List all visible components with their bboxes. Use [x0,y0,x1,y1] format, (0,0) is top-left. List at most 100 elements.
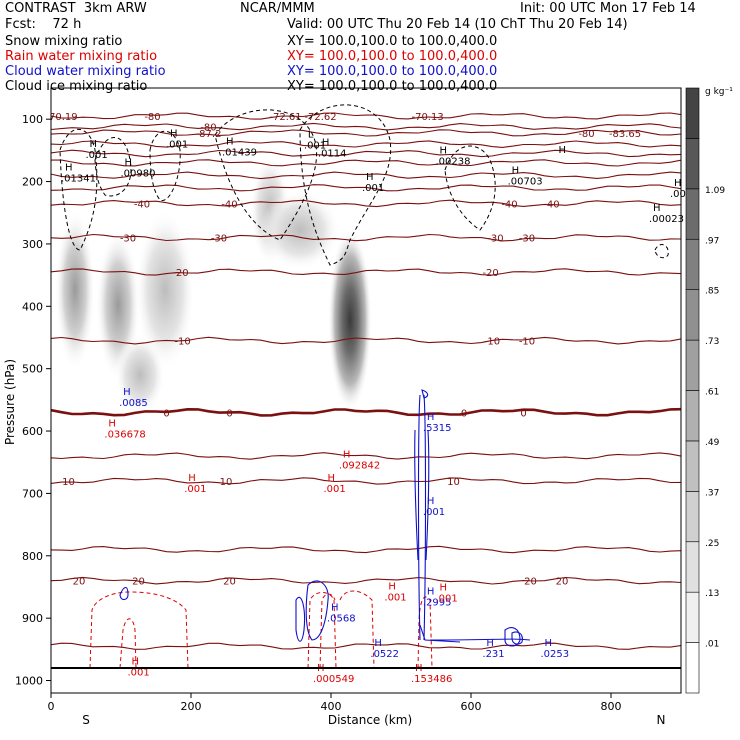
isotherm-line [51,545,681,554]
legend-snow-label: Snow mixing ratio [5,34,123,49]
colorbar-label: 1.09 [705,186,725,196]
extremum-value: .001 [304,141,326,152]
extremum-marker: H [132,657,140,668]
rain-contour [339,590,375,669]
isotherm-line [51,122,681,131]
isotherm-label: -40 [543,199,559,210]
legend-cloud-ice-label: Cloud ice mixing ratio [5,79,148,94]
legend-cloud-ice-xy: XY= 100.0,100.0 to 100.0,400.0 [287,79,498,94]
extremum-marker: H [108,418,116,429]
header-valid: Valid: 00 UTC Thu 20 Feb 14 (10 ChT Thu … [287,17,628,32]
colorbar-label: .01 [705,640,719,650]
isotherm-line [51,140,681,148]
cloud-ice-contour [654,244,669,259]
isotherm-label: -87.2 [196,129,222,140]
extremum-value: .0522 [370,649,399,660]
isotherm-label: 0 [163,408,169,419]
isotherm-line [51,112,681,120]
isotherm-line [51,477,681,485]
extremum-value: .00023 [649,214,684,225]
isotherm-line [51,184,681,192]
extremum-value: .00238 [436,157,471,168]
extremum-marker: H [559,145,567,156]
extremum-marker: H [653,203,661,214]
isotherm-line [51,159,681,167]
isotherm-line [51,452,681,460]
isotherm-line [51,407,681,417]
extremum-marker: H [427,587,435,598]
isotherm-label: -30 [211,234,227,245]
y-tick-label: 800 [22,550,43,563]
colorbar-label: .61 [705,388,719,398]
extremum-value: .001 [362,183,384,194]
extremum-value: .001 [436,593,458,604]
isotherm-label: -30 [120,234,136,245]
extremum-marker: H [65,163,73,174]
cloud-water-contour [305,580,329,641]
header-init: Init: 00 UTC Mon 17 Feb 14 [520,1,696,16]
isotherm-line [51,199,681,208]
extremum-marker: L [308,130,314,141]
extremum-value: .0085 [119,398,148,409]
extremum-value: .001 [128,668,150,679]
extremum-marker: H [440,582,448,593]
isotherm-label: -40 [134,199,150,210]
extremum-marker: H [440,146,448,157]
extremum-marker: H [328,473,336,484]
cloud-ice-contour [94,137,132,197]
cloud-water-contour [417,389,429,641]
x-axis-label: Distance (km) [328,713,412,727]
extremum-marker: H [90,139,98,150]
extremum-value: .001 [324,484,346,495]
isotherm-label: -10 [174,337,190,348]
extremum-marker: H [512,166,520,177]
extremum-value: .153486 [411,674,452,685]
extremum-value: .036678 [104,429,145,440]
colorbar-swatch [685,642,700,694]
extremum-marker: H [188,473,196,484]
cloud-water-contour [295,597,306,642]
x-end-label-north: N [657,713,666,727]
cloud-water-contour [504,627,521,647]
extremum-marker: H [545,638,553,649]
extremum-value: .092842 [339,460,380,471]
cloud-water-contour [511,631,523,645]
isotherm-label: -10 [519,337,535,348]
isotherm-line [51,642,681,650]
colorbar-swatch [685,440,700,492]
cloud-water-contour [419,624,531,643]
isotherm-line [51,149,681,158]
x-tick-label: 200 [181,700,202,713]
cloud-ice-contour [299,104,392,266]
isotherm-label: 20 [223,577,236,588]
y-tick-label: 600 [22,425,43,438]
isotherm-label: -10 [484,337,500,348]
isotherm-label: 20 [556,577,569,588]
extremum-value: .01439 [222,147,257,158]
isotherm-label: -70.13 [411,112,443,123]
x-tick-label: 400 [321,700,342,713]
y-tick-label: 700 [22,487,43,500]
legend-snow-xy: XY= 100.0,100.0 to 100.0,400.0 [287,34,498,49]
y-axis-label: Pressure (hPa) [3,359,17,445]
isotherm-label: 20 [73,577,86,588]
isotherm-label: -83.65 [609,129,641,140]
legend-cloud-water-xy: XY= 100.0,100.0 to 100.0,400.0 [287,64,498,79]
extremum-value: .00980 [121,169,156,180]
isotherm-label: -30 [487,234,503,245]
isotherm-label: 0 [461,408,467,419]
isotherm-line [51,171,681,180]
isotherm-line [51,336,681,345]
x-tick-label: 0 [48,700,55,713]
colorbar-label: .13 [705,589,719,599]
isotherm-label: 10 [220,477,233,488]
isotherm-label: -40 [221,199,237,210]
isotherm-label: -80 [578,129,594,140]
y-tick-label: 400 [22,300,43,313]
snow-shade-west [55,210,95,370]
isotherm-label: -72.62 [304,112,336,123]
header-center-title: NCAR/MMM [240,1,315,16]
y-tick-label: 100 [22,113,43,126]
extremum-marker: H [170,128,178,139]
snow-shading [55,155,372,415]
